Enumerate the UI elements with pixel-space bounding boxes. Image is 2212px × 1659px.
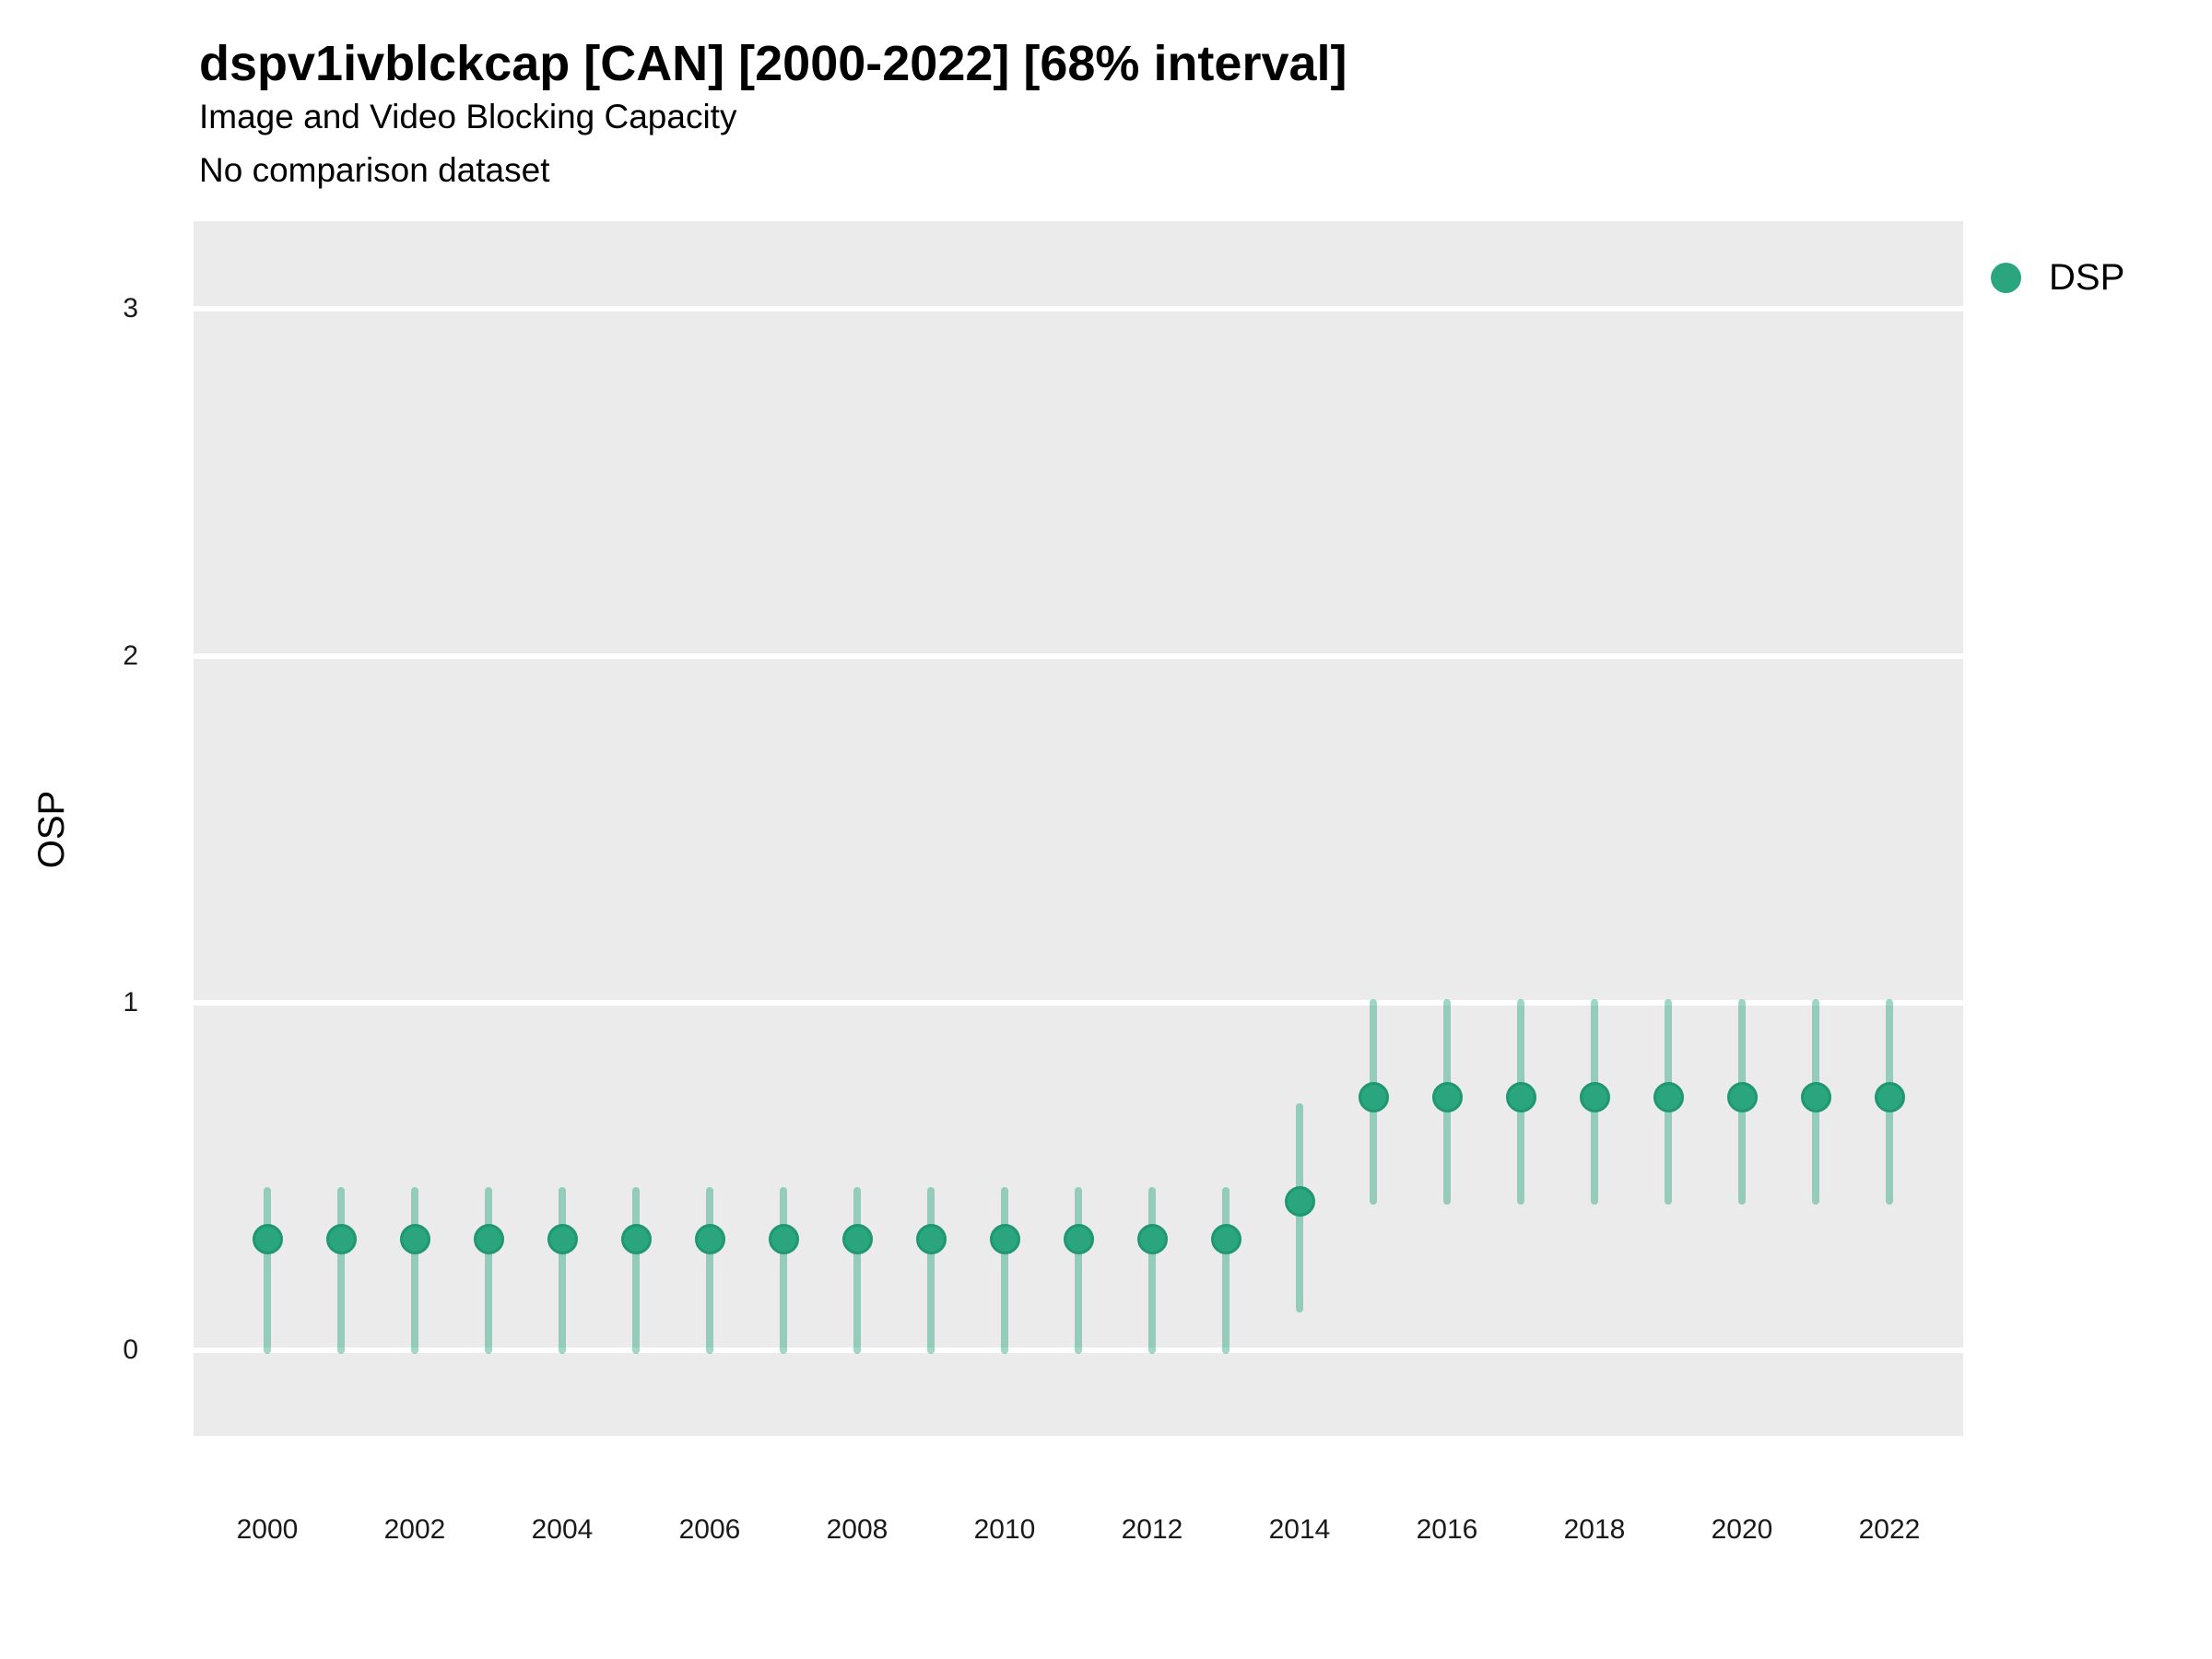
interval-bar-2005	[632, 1186, 640, 1354]
interval-bar-2011	[1075, 1186, 1082, 1354]
x-tick-label: 2008	[826, 1514, 888, 1545]
plot-panel	[194, 221, 1963, 1436]
y-tick-label: 3	[123, 292, 138, 324]
data-point-2000	[252, 1223, 283, 1254]
data-point-2001	[325, 1223, 357, 1254]
x-tick-label: 2006	[678, 1514, 741, 1545]
y-tick-label: 2	[123, 640, 138, 671]
data-point-2013	[1210, 1223, 1241, 1254]
data-point-2008	[841, 1223, 873, 1254]
interval-bar-2000	[264, 1186, 271, 1354]
interval-bar-2003	[485, 1186, 492, 1354]
gridline-y-0	[194, 1347, 1963, 1353]
data-point-2020	[1726, 1081, 1758, 1112]
data-point-2017	[1505, 1081, 1536, 1112]
y-tick-label: 1	[123, 987, 138, 1018]
x-tick-label: 2000	[236, 1514, 299, 1545]
data-point-2005	[620, 1223, 652, 1254]
legend: DSP	[1991, 255, 2124, 300]
legend-item-label: DSP	[2049, 257, 2125, 298]
interval-bar-2009	[927, 1186, 935, 1354]
legend-point-icon	[1991, 262, 2021, 293]
x-tick-label: 2012	[1121, 1514, 1183, 1545]
x-tick-label: 2016	[1416, 1514, 1478, 1545]
data-point-2012	[1136, 1223, 1168, 1254]
x-tick-label: 2020	[1711, 1514, 1773, 1545]
x-tick-label: 2014	[1268, 1514, 1331, 1545]
data-point-2010	[989, 1223, 1020, 1254]
interval-bar-2004	[559, 1186, 566, 1354]
data-point-2016	[1431, 1081, 1463, 1112]
chart-title: dspv1ivblckcap [CAN] [2000-2022] [68% in…	[199, 36, 1347, 91]
data-point-2007	[768, 1223, 799, 1254]
interval-bar-2007	[780, 1186, 787, 1354]
interval-bar-2013	[1222, 1186, 1230, 1354]
interval-bar-2008	[853, 1186, 861, 1354]
x-tick-label: 2018	[1563, 1514, 1626, 1545]
gridline-y-1	[194, 1000, 1963, 1006]
x-tick-label: 2022	[1858, 1514, 1921, 1545]
data-point-2003	[473, 1223, 504, 1254]
interval-bar-2010	[1001, 1186, 1008, 1354]
y-tick-label: 0	[123, 1335, 138, 1365]
data-point-2014	[1284, 1185, 1315, 1217]
data-point-2015	[1358, 1081, 1389, 1112]
gridline-y-3	[194, 305, 1963, 312]
interval-bar-2002	[411, 1186, 418, 1354]
chart-subtitle: Image and Video Blocking Capacity	[199, 98, 737, 135]
x-tick-label: 2010	[973, 1514, 1036, 1545]
interval-bar-2012	[1148, 1186, 1156, 1354]
interval-bar-2006	[706, 1186, 713, 1354]
data-point-2022	[1874, 1081, 1905, 1112]
chart-note: No comparison dataset	[199, 151, 550, 189]
data-point-2006	[694, 1223, 725, 1254]
x-tick-label: 2004	[531, 1514, 594, 1545]
interval-bar-2001	[337, 1186, 345, 1354]
data-point-2021	[1800, 1081, 1831, 1112]
data-point-2018	[1579, 1081, 1610, 1112]
data-point-2002	[399, 1223, 430, 1254]
x-tick-label: 2002	[383, 1514, 446, 1545]
gridline-y-2	[194, 653, 1963, 659]
data-point-2004	[547, 1223, 578, 1254]
data-point-2011	[1063, 1223, 1094, 1254]
y-axis-title: OSP	[31, 790, 72, 869]
data-point-2019	[1653, 1081, 1684, 1112]
data-point-2009	[915, 1223, 947, 1254]
